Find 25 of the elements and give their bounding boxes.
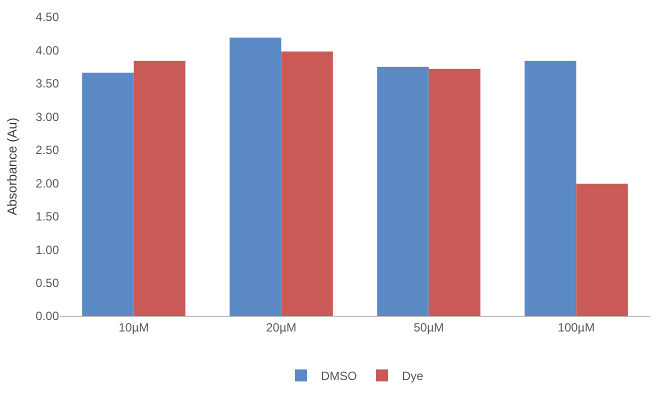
bar: [134, 60, 186, 316]
y-tick-label: 4.00: [36, 43, 60, 58]
x-tick-label: 100µM: [558, 320, 595, 334]
bar: [576, 184, 628, 316]
bar: [524, 60, 576, 316]
y-tick-label: 1.00: [36, 242, 60, 257]
y-tick-label: 0.50: [36, 276, 60, 290]
y-tick-label: 1.50: [36, 210, 60, 224]
y-tick-label: 2.00: [36, 176, 60, 190]
bar: [230, 38, 282, 316]
y-axis-title: Absorbance (Au): [4, 118, 20, 216]
bar: [428, 68, 480, 316]
legend-label: Dye: [402, 369, 424, 384]
y-tick-label: 3.50: [36, 76, 60, 91]
x-tick-label: 10µM: [118, 320, 149, 334]
bar: [82, 72, 134, 316]
legend-label: DMSO: [321, 369, 357, 384]
bar: [281, 52, 333, 316]
x-tick-label: 20µM: [266, 320, 296, 334]
y-tick-label: 3.00: [36, 110, 60, 124]
y-tick-label: 4.50: [36, 10, 60, 24]
y-tick-label: 2.50: [36, 143, 60, 158]
x-tick-label: 50µM: [414, 320, 444, 334]
bar: [377, 66, 429, 316]
y-tick-label: 0.00: [36, 309, 60, 324]
